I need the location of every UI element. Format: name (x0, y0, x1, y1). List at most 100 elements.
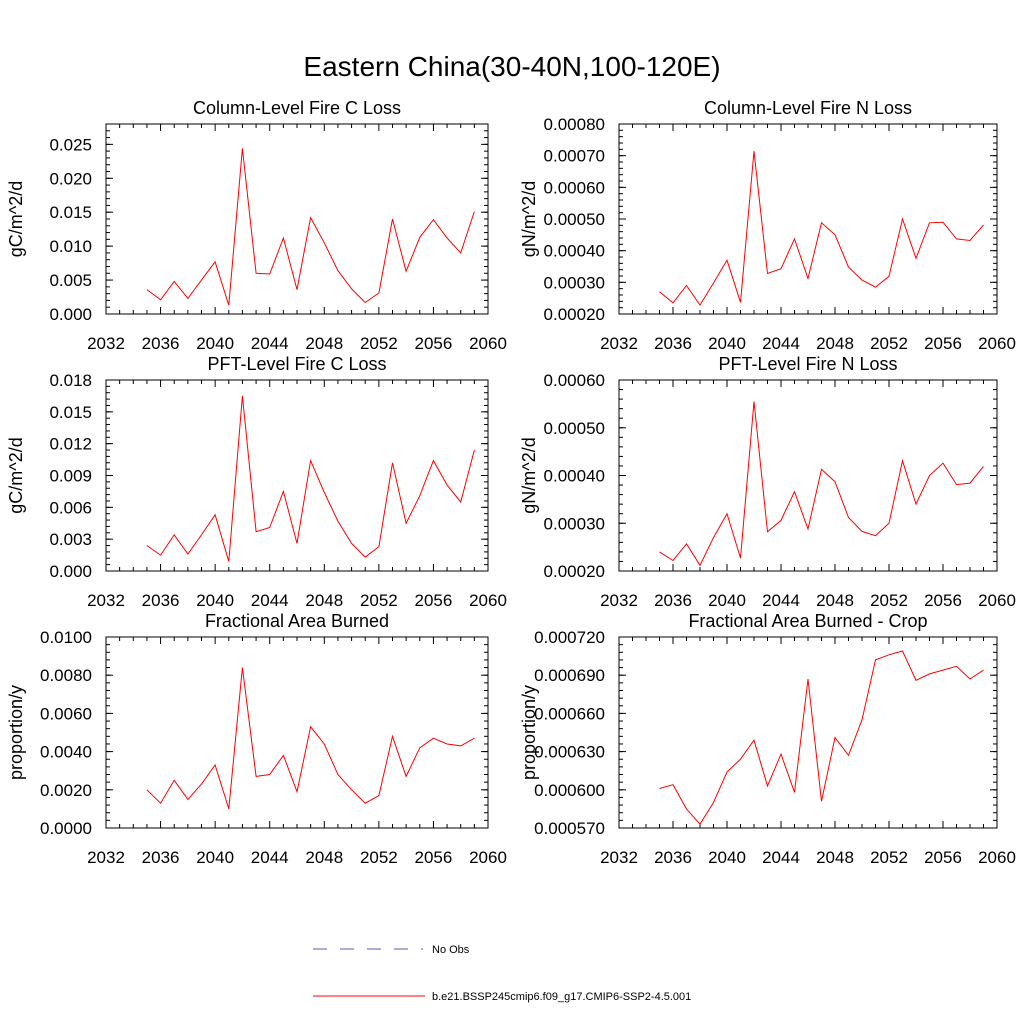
x-tick-label: 2040 (708, 848, 746, 867)
x-tick-label: 2044 (251, 591, 289, 610)
x-tick-label: 2048 (305, 591, 343, 610)
y-tick-label: 0.00030 (544, 273, 605, 292)
y-tick-label: 0.000 (49, 562, 92, 581)
y-tick-label: 0.00080 (544, 115, 605, 134)
x-tick-label: 2048 (816, 334, 854, 353)
y-tick-label: 0.0100 (40, 628, 92, 647)
y-axis-label: gC/m^2/d (6, 437, 26, 513)
legend: No Obs b.e21.BSSP245cmip6.f09_g17.CMIP6-… (313, 944, 691, 1003)
panel-5: Fractional Area Burned proportion/y 2032 20… (6, 611, 507, 867)
figure-title: Eastern China(30-40N,100-120E) (303, 51, 720, 82)
x-tick-label: 2040 (708, 334, 746, 353)
panel-title: PFT-Level Fire C Loss (207, 354, 386, 374)
y-tick-label: 0.025 (49, 135, 92, 154)
x-tick-label: 2036 (142, 591, 180, 610)
x-tick-label: 2036 (654, 591, 692, 610)
x-tick-label: 2056 (924, 848, 962, 867)
panel-title: Column-Level Fire C Loss (193, 98, 401, 118)
plot-frame (618, 636, 998, 829)
y-tick-label: 0.000690 (534, 666, 605, 685)
y-axis-label: proportion/y (519, 685, 539, 780)
panel-4: PFT-Level Fire N Loss gN/m^2/d 2032 2036 204… (519, 354, 1016, 610)
y-axis-label: gN/m^2/d (519, 181, 539, 257)
y-tick-label: 0.00020 (544, 562, 605, 581)
legend-label-model: b.e21.BSSP245cmip6.f09_g17.CMIP6-SSP2-4.… (432, 991, 691, 1003)
y-tick-label: 0.005 (49, 271, 92, 290)
x-tick-label: 2052 (360, 848, 398, 867)
y-tick-label: 0.000 (49, 305, 92, 324)
y-tick-label: 0.00060 (544, 178, 605, 197)
x-tick-label: 2032 (600, 591, 638, 610)
x-tick-label: 2044 (251, 334, 289, 353)
x-tick-label: 2056 (415, 848, 453, 867)
y-tick-label: 0.00050 (544, 419, 605, 438)
x-tick-label: 2044 (251, 848, 289, 867)
x-tick-label: 2040 (708, 591, 746, 610)
plot-frame (618, 123, 998, 315)
panel-3: PFT-Level Fire C Loss gC/m^2/d 2032 2036 204… (6, 354, 507, 610)
x-tick-label: 2060 (978, 848, 1016, 867)
panel-title: PFT-Level Fire N Loss (718, 354, 897, 374)
y-tick-label: 0.00050 (544, 210, 605, 229)
x-tick-label: 2036 (654, 334, 692, 353)
x-tick-label: 2052 (870, 334, 908, 353)
panels: Column-Level Fire C Loss gC/m^2/d 2032 2036… (6, 98, 1016, 867)
y-tick-label: 0.00040 (544, 467, 605, 486)
y-axis-label: gN/m^2/d (519, 437, 539, 513)
y-tick-label: 0.000660 (534, 704, 605, 723)
y-tick-label: 0.015 (49, 203, 92, 222)
y-tick-label: 0.00060 (544, 371, 605, 390)
y-tick-label: 0.000720 (534, 628, 605, 647)
y-tick-label: 0.0080 (40, 666, 92, 685)
y-tick-label: 0.0040 (40, 743, 92, 762)
x-tick-label: 2056 (415, 334, 453, 353)
x-tick-label: 2056 (924, 591, 962, 610)
panel-6: Fractional Area Burned - Crop proportion/… (519, 611, 1016, 867)
x-tick-label: 2048 (305, 848, 343, 867)
y-axis-label: proportion/y (6, 685, 26, 780)
plot-frame (105, 123, 489, 315)
x-tick-label: 2056 (924, 334, 962, 353)
x-tick-label: 2052 (870, 848, 908, 867)
x-tick-label: 2036 (654, 848, 692, 867)
x-tick-label: 2032 (87, 591, 125, 610)
x-tick-label: 2044 (762, 848, 800, 867)
x-tick-label: 2048 (816, 848, 854, 867)
x-tick-label: 2052 (870, 591, 908, 610)
x-tick-label: 2048 (305, 334, 343, 353)
x-tick-label: 2048 (816, 591, 854, 610)
panel-title: Fractional Area Burned - Crop (688, 611, 927, 631)
x-tick-label: 2032 (600, 848, 638, 867)
series-line (659, 401, 984, 567)
plot-frame (618, 379, 998, 572)
x-tick-label: 2052 (360, 334, 398, 353)
x-tick-label: 2036 (142, 848, 180, 867)
series-line (659, 650, 984, 826)
x-tick-label: 2056 (415, 591, 453, 610)
x-tick-label: 2060 (469, 591, 507, 610)
x-tick-label: 2040 (196, 591, 234, 610)
x-tick-label: 2040 (196, 848, 234, 867)
x-tick-label: 2044 (762, 591, 800, 610)
y-tick-label: 0.015 (49, 403, 92, 422)
x-tick-label: 2036 (142, 334, 180, 353)
y-tick-label: 0.00040 (544, 242, 605, 261)
x-tick-label: 2060 (469, 334, 507, 353)
y-tick-label: 0.0000 (40, 819, 92, 838)
y-tick-label: 0.000630 (534, 743, 605, 762)
y-tick-label: 0.009 (49, 467, 92, 486)
panel-title: Fractional Area Burned (205, 611, 389, 631)
y-tick-label: 0.018 (49, 371, 92, 390)
series-line (659, 151, 984, 307)
panel-title: Column-Level Fire N Loss (704, 98, 912, 118)
y-axis-label: gC/m^2/d (6, 181, 26, 257)
legend-label-no-obs: No Obs (432, 944, 470, 956)
panel-1: Column-Level Fire C Loss gC/m^2/d 2032 2036… (6, 98, 507, 353)
y-tick-label: 0.010 (49, 237, 92, 256)
x-tick-label: 2060 (978, 334, 1016, 353)
y-tick-label: 0.00070 (544, 147, 605, 166)
x-tick-label: 2044 (762, 334, 800, 353)
x-tick-label: 2032 (87, 334, 125, 353)
series-line (146, 148, 475, 306)
